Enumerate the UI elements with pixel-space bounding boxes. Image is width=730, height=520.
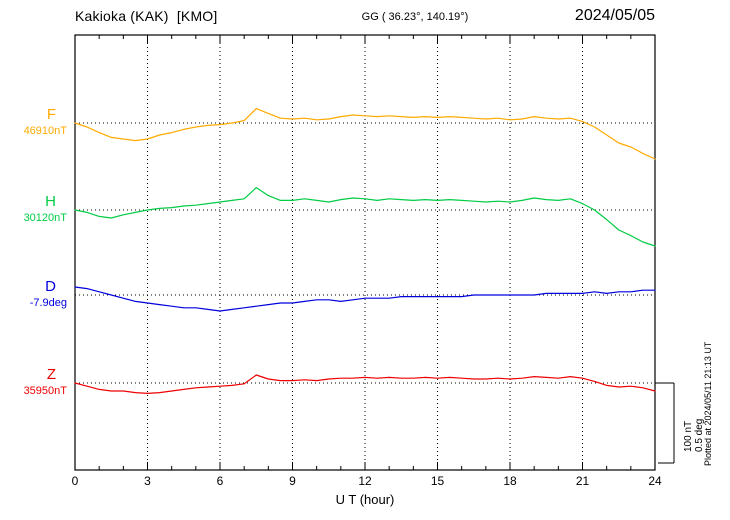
trace-H bbox=[74, 187, 656, 247]
plot-date: 2024/05/05 bbox=[574, 7, 655, 24]
trace-label-H: H bbox=[45, 193, 56, 210]
x-tick-label-6: 6 bbox=[216, 474, 224, 488]
plot-frame bbox=[74, 34, 656, 471]
station-title: Kakioka (KAK) [KMO] bbox=[75, 8, 218, 24]
x-tick-label-12: 12 bbox=[358, 474, 372, 488]
baseline-value-F: 46910nT bbox=[23, 125, 67, 137]
trace-D bbox=[74, 286, 656, 312]
scale-bar-label: 100 nT 0.5 deg bbox=[683, 419, 705, 452]
baseline-value-H: 30120nT bbox=[23, 212, 67, 224]
x-tick-label-21: 21 bbox=[575, 474, 590, 488]
x-tick-label-9: 9 bbox=[289, 474, 296, 488]
trace-label-D: D bbox=[45, 278, 56, 295]
x-tick-label-3: 3 bbox=[144, 474, 151, 488]
baseline-value-D: -7.9deg bbox=[29, 297, 67, 309]
x-tick-label-24: 24 bbox=[648, 474, 662, 488]
trace-F bbox=[74, 107, 656, 160]
x-tick-label-0: 0 bbox=[71, 474, 79, 488]
plotted-timestamp-note: Plotted at 2024/05/11 21:13 UT bbox=[703, 341, 713, 466]
trace-label-Z: Z bbox=[46, 366, 56, 383]
trace-label-F: F bbox=[46, 106, 56, 123]
x-tick-label-15: 15 bbox=[430, 474, 445, 488]
scale-nt-label: 100 nT bbox=[683, 420, 694, 452]
geo-coordinates: GG ( 36.23°, 140.19°) bbox=[361, 11, 469, 23]
x-axis-label: U T (hour) bbox=[335, 492, 395, 507]
baseline-value-Z: 35950nT bbox=[23, 385, 67, 397]
x-tick-label-18: 18 bbox=[503, 474, 517, 488]
trace-Z bbox=[74, 374, 656, 394]
